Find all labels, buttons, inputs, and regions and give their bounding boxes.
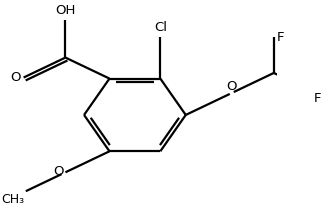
- Text: Cl: Cl: [154, 21, 167, 34]
- Text: OH: OH: [55, 4, 76, 17]
- Text: O: O: [10, 71, 21, 84]
- Text: F: F: [276, 31, 284, 44]
- Text: O: O: [54, 165, 64, 178]
- Text: CH₃: CH₃: [1, 193, 24, 206]
- Text: F: F: [314, 92, 321, 105]
- Text: O: O: [226, 80, 236, 93]
